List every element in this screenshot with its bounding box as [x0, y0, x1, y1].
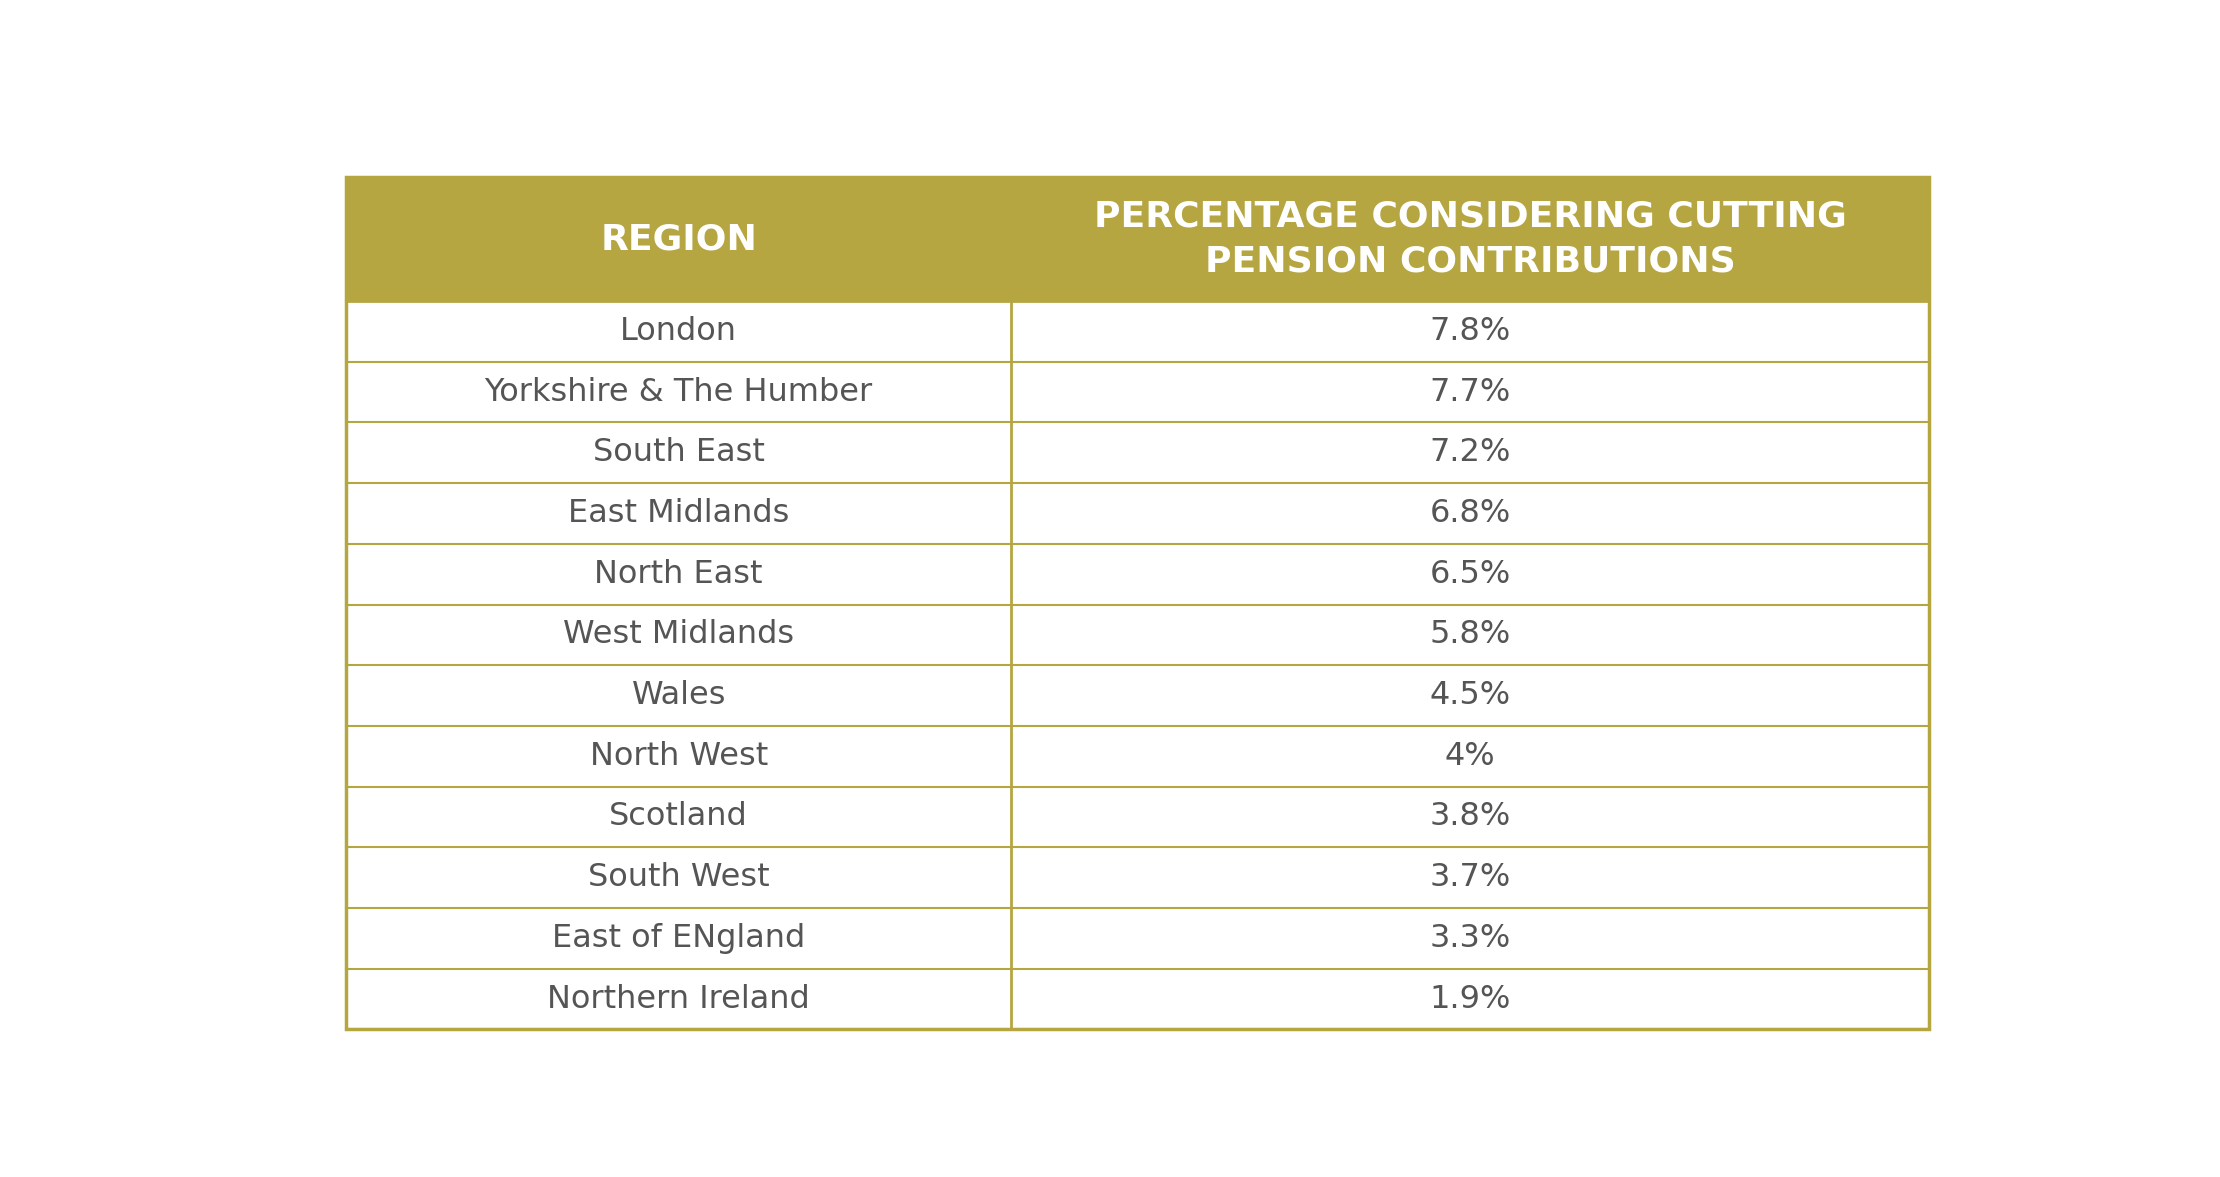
Text: North East: North East — [595, 559, 764, 590]
Text: North West: North West — [591, 740, 768, 772]
Text: East Midlands: East Midlands — [568, 498, 790, 528]
Text: 7.8%: 7.8% — [1430, 315, 1512, 347]
Text: Yorkshire & The Humber: Yorkshire & The Humber — [484, 377, 872, 407]
Text: London: London — [619, 315, 737, 347]
Text: Wales: Wales — [630, 680, 726, 711]
Text: Northern Ireland: Northern Ireland — [548, 984, 810, 1015]
Text: 1.9%: 1.9% — [1430, 984, 1512, 1015]
Text: 4.5%: 4.5% — [1430, 680, 1512, 711]
Text: East of ENgland: East of ENgland — [553, 923, 806, 953]
Text: Scotland: Scotland — [608, 802, 748, 832]
Text: 3.7%: 3.7% — [1430, 863, 1512, 893]
Text: 3.8%: 3.8% — [1430, 802, 1512, 832]
Text: 6.8%: 6.8% — [1430, 498, 1512, 528]
Text: PERCENTAGE CONSIDERING CUTTING
PENSION CONTRIBUTIONS: PERCENTAGE CONSIDERING CUTTING PENSION C… — [1094, 200, 1847, 279]
Text: 5.8%: 5.8% — [1430, 619, 1512, 651]
Bar — [346, 178, 1929, 301]
Text: South West: South West — [588, 863, 770, 893]
Text: West Midlands: West Midlands — [564, 619, 795, 651]
Text: 7.2%: 7.2% — [1430, 438, 1512, 468]
Text: 6.5%: 6.5% — [1430, 559, 1512, 590]
Text: 4%: 4% — [1445, 740, 1496, 772]
Text: REGION: REGION — [599, 222, 757, 257]
Text: South East: South East — [593, 438, 764, 468]
Text: 3.3%: 3.3% — [1430, 923, 1512, 953]
Text: 7.7%: 7.7% — [1430, 377, 1512, 407]
